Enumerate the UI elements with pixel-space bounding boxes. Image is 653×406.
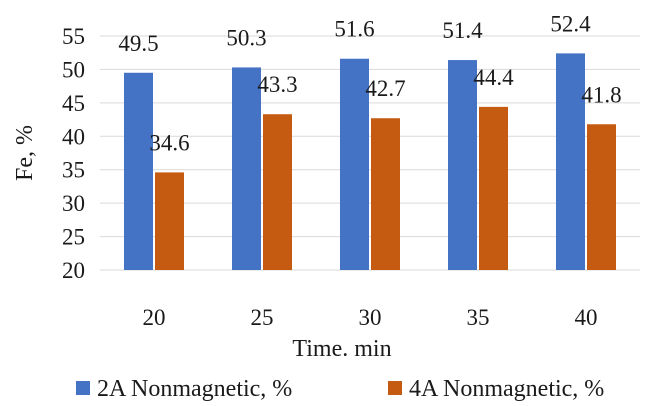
data-label: 44.4 — [473, 65, 514, 90]
y-tick-label: 55 — [62, 24, 85, 49]
data-label: 52.4 — [550, 11, 591, 36]
data-label: 51.4 — [442, 18, 483, 43]
y-tick-label: 35 — [62, 158, 85, 183]
x-tick-label: 30 — [359, 305, 382, 330]
data-label: 42.7 — [365, 76, 405, 101]
y-axis-ticks: 20 25 30 35 40 45 50 55 — [62, 24, 85, 283]
y-tick-label: 30 — [62, 191, 85, 216]
bar-4a-30[interactable] — [371, 118, 400, 270]
legend-swatch-4a — [388, 381, 402, 395]
legend-item-4a[interactable]: 4A Nonmagnetic, % — [388, 376, 604, 402]
legend-swatch-2a — [76, 381, 90, 395]
data-label: 51.6 — [334, 17, 374, 42]
bar-4a-20[interactable] — [155, 172, 184, 270]
bar-2a-20[interactable] — [124, 72, 153, 271]
y-tick-label: 40 — [62, 124, 85, 149]
bar-4a-35[interactable] — [479, 106, 508, 271]
data-label: 50.3 — [226, 25, 266, 50]
x-tick-label: 40 — [575, 305, 598, 330]
data-label: 49.5 — [118, 31, 158, 56]
legend-label-4a: 4A Nonmagnetic, % — [409, 376, 604, 402]
legend-label-2a: 2A Nonmagnetic, % — [97, 376, 292, 402]
y-axis-title: Fe, % — [12, 125, 38, 181]
x-tick-label: 25 — [251, 305, 274, 330]
data-label: 34.6 — [149, 130, 189, 155]
legend-item-2a[interactable]: 2A Nonmagnetic, % — [76, 376, 292, 402]
x-axis-title: Time. min — [292, 336, 391, 362]
x-axis-ticks: 20 25 30 35 40 — [143, 305, 598, 330]
bars — [124, 53, 616, 271]
gridlines — [100, 35, 640, 271]
y-tick-label: 20 — [62, 258, 85, 283]
bar-4a-25[interactable] — [263, 114, 292, 270]
bar-2a-35[interactable] — [448, 60, 477, 270]
bar-2a-40[interactable] — [556, 53, 585, 270]
y-tick-label: 50 — [62, 57, 85, 82]
data-label: 43.3 — [257, 72, 297, 97]
legend: 2A Nonmagnetic, % 4A Nonmagnetic, % — [76, 376, 604, 402]
data-labels: 49.5 34.6 50.3 43.3 51.6 42.7 51.4 44.4 52.4 41.8 — [118, 11, 621, 155]
bar-2a-25[interactable] — [232, 67, 261, 271]
x-tick-label: 20 — [143, 305, 166, 330]
bar-4a-40[interactable] — [587, 124, 616, 270]
y-tick-label: 25 — [62, 225, 85, 250]
bar-2a-30[interactable] — [340, 58, 369, 270]
data-label: 41.8 — [581, 82, 621, 107]
y-tick-label: 45 — [62, 91, 85, 116]
x-tick-label: 35 — [467, 305, 490, 330]
